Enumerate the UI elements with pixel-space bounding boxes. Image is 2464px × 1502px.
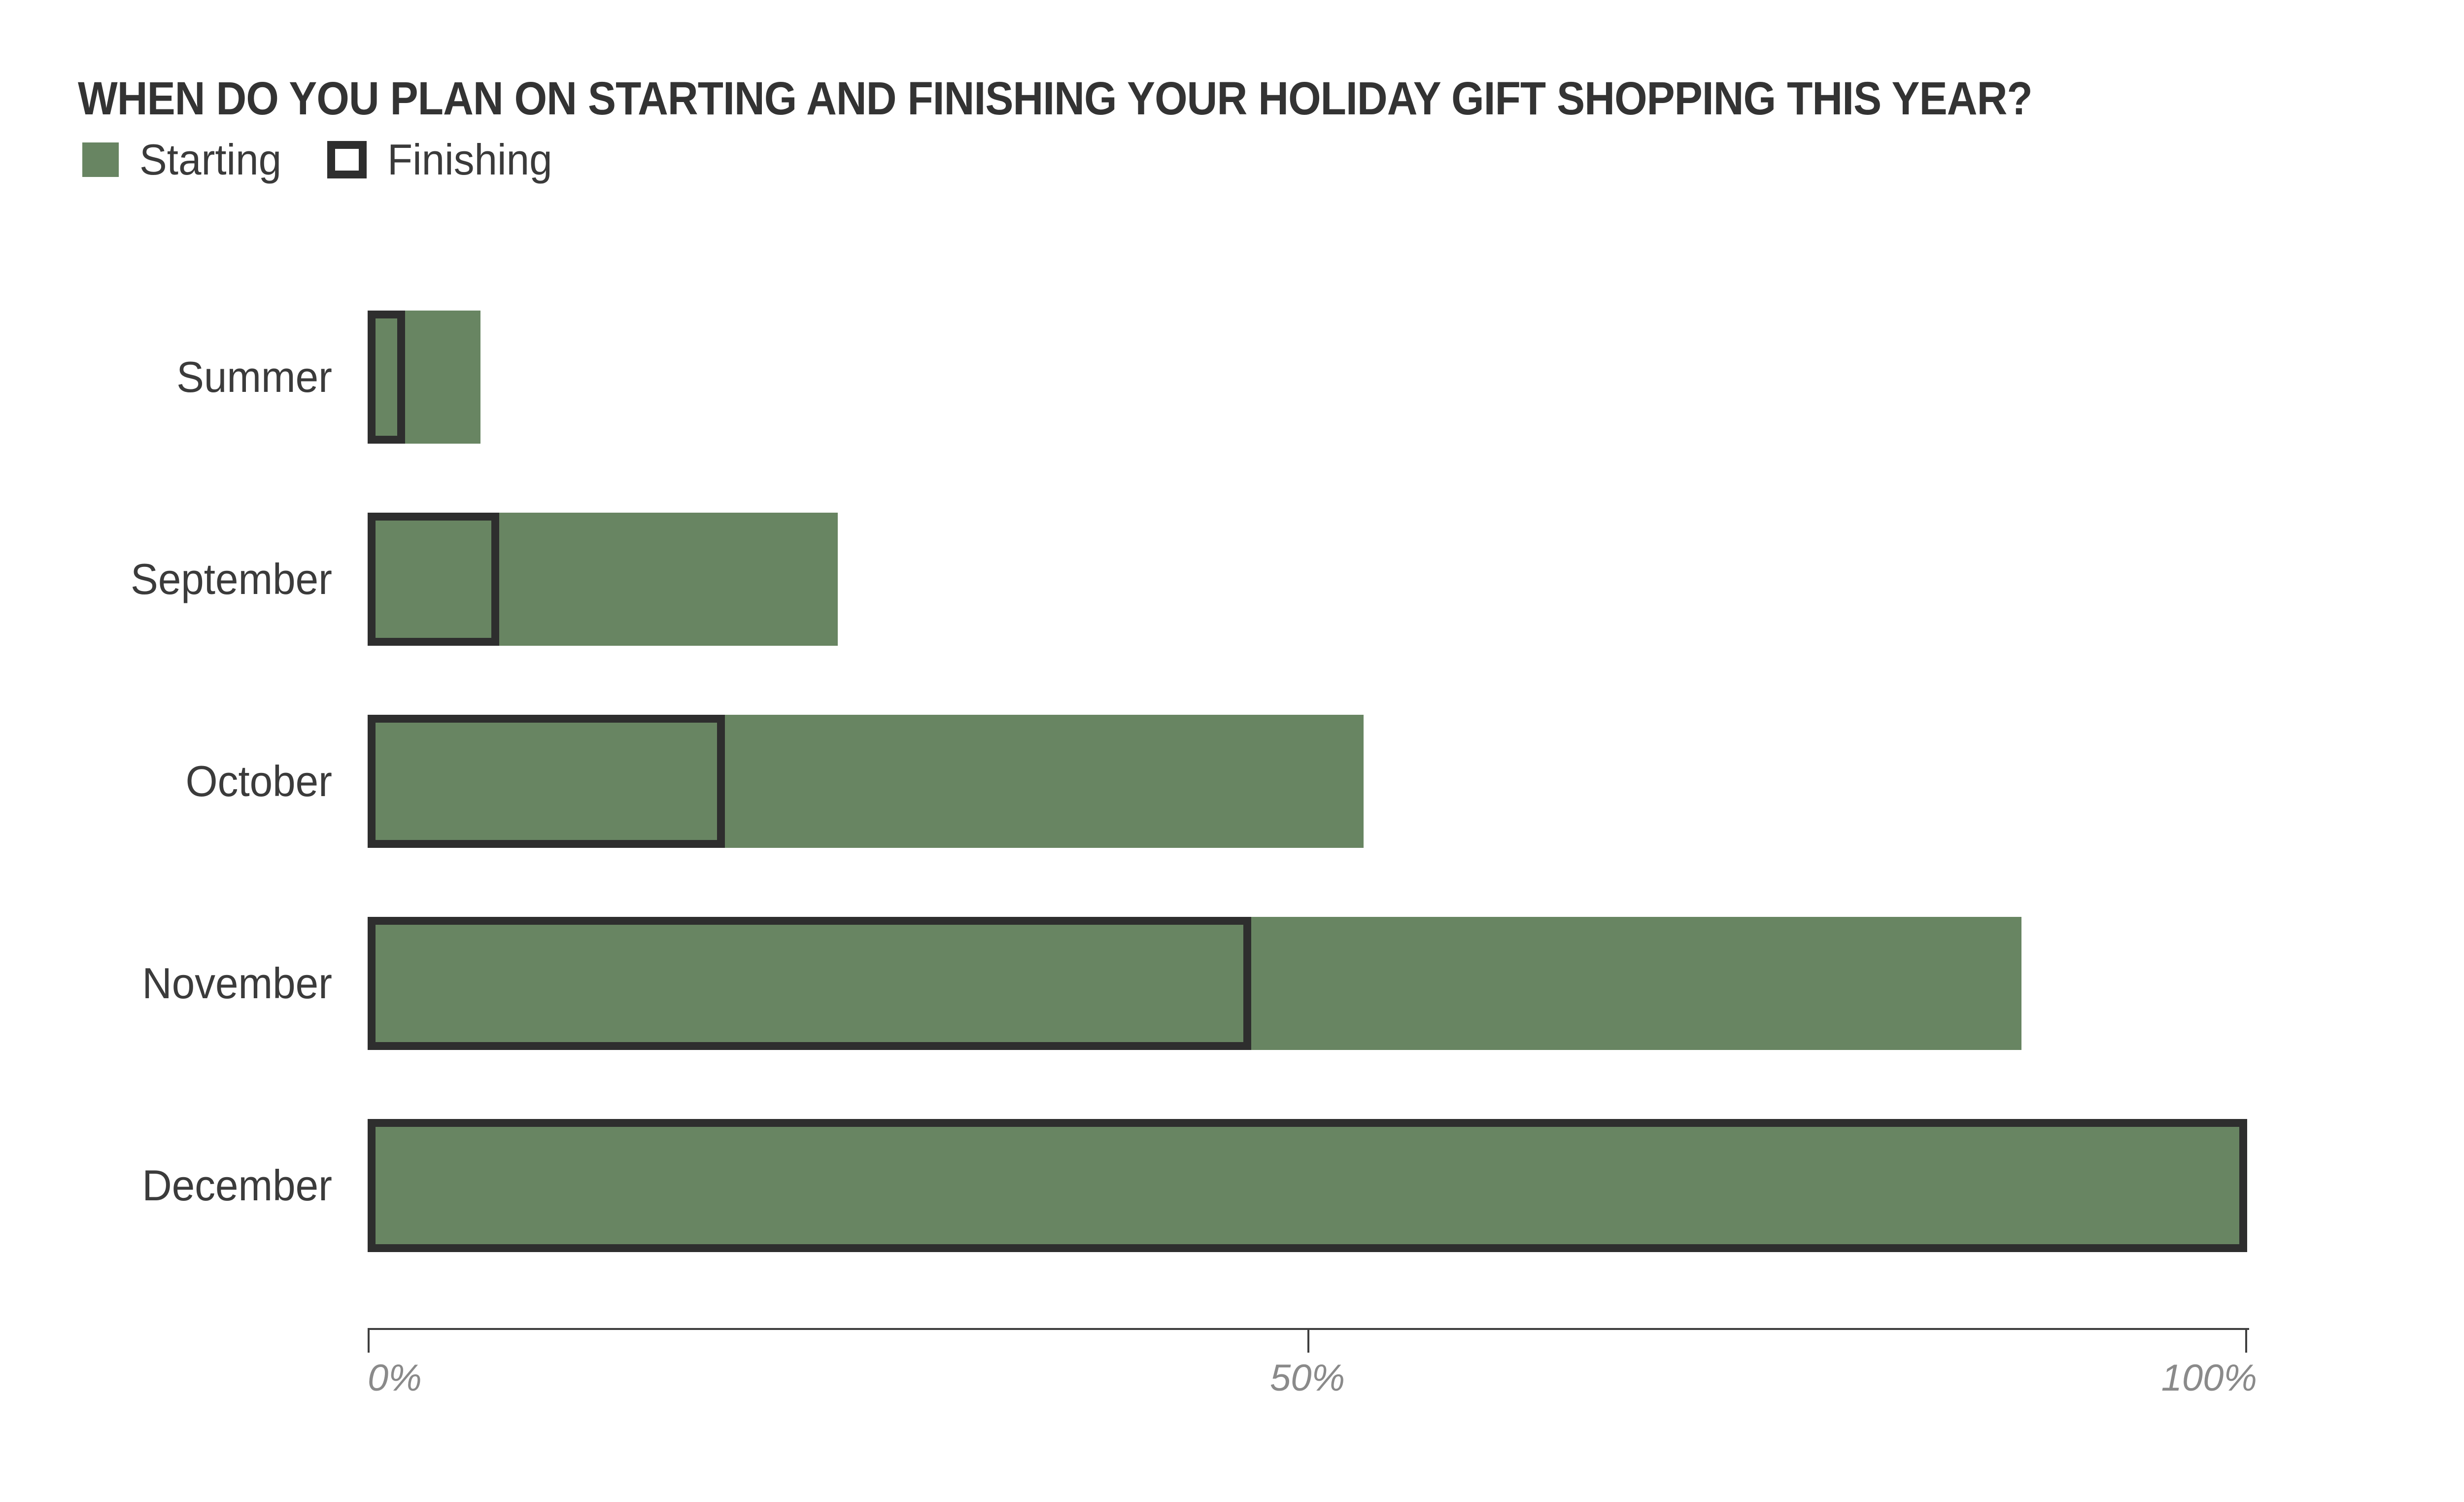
starting-bar [368, 1119, 2247, 1252]
bar-track [368, 715, 2247, 848]
bar-track [368, 917, 2247, 1050]
starting-bar [368, 513, 838, 646]
x-axis-tick-50% [1307, 1328, 1309, 1353]
starting-bar [368, 311, 480, 444]
finishing-bar-outline [368, 311, 406, 444]
bar-track [368, 311, 2247, 444]
x-axis-tick-label-50%: 50% [1269, 1357, 1345, 1399]
bar-row-november: November [0, 917, 2464, 1050]
x-axis-tick-100% [2245, 1328, 2247, 1353]
finishing-legend-label: Finishing [387, 135, 552, 184]
bar-row-december: December [0, 1119, 2464, 1252]
category-label-december: December [142, 1161, 332, 1210]
bar-row-september: September [0, 513, 2464, 646]
x-axis-tick-label-100%: 100% [2161, 1357, 2257, 1399]
bar-track [368, 1119, 2247, 1252]
x-axis-tick-0% [368, 1328, 370, 1353]
starting-bar [368, 715, 1364, 848]
finishing-bar-outline [368, 1119, 2247, 1252]
category-label-november: November [142, 959, 332, 1008]
category-label-september: September [131, 555, 332, 603]
starting-legend-swatch-icon [82, 142, 119, 177]
bar-row-october: October [0, 715, 2464, 848]
finishing-bar-outline [368, 917, 1251, 1050]
chart-title: WHEN DO YOU PLAN ON STARTING AND FINISHI… [78, 72, 2033, 125]
finishing-bar-outline [368, 513, 499, 646]
bar-track [368, 513, 2247, 646]
finishing-bar-outline [368, 715, 725, 848]
category-label-october: October [185, 757, 332, 805]
category-label-summer: Summer [176, 352, 332, 401]
bar-row-summer: Summer [0, 311, 2464, 444]
finishing-legend-swatch-icon [327, 141, 367, 178]
starting-legend-label: Starting [139, 135, 282, 184]
chart-legend: Starting Finishing [82, 135, 561, 184]
starting-bar [368, 917, 2022, 1050]
x-axis-tick-label-0%: 0% [368, 1357, 422, 1399]
